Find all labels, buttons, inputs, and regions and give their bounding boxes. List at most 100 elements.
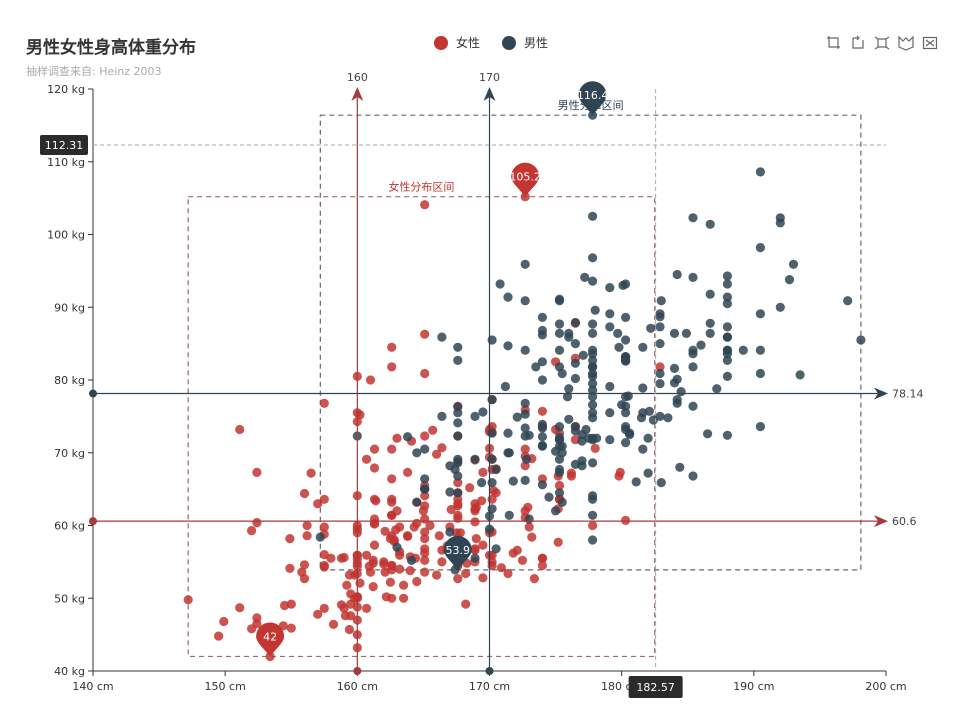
- data-point-female[interactable]: [286, 623, 296, 633]
- data-point-female[interactable]: [252, 613, 262, 623]
- data-point-male[interactable]: [420, 484, 430, 494]
- data-point-male[interactable]: [544, 492, 554, 502]
- data-point-male[interactable]: [588, 433, 598, 443]
- data-point-male[interactable]: [588, 345, 598, 355]
- data-point-male[interactable]: [478, 407, 488, 417]
- data-point-male[interactable]: [412, 448, 422, 458]
- data-point-male[interactable]: [656, 296, 666, 306]
- data-point-male[interactable]: [445, 487, 455, 497]
- data-point-male[interactable]: [503, 341, 513, 351]
- data-point-female[interactable]: [487, 560, 497, 571]
- data-point-female[interactable]: [285, 563, 295, 574]
- data-point-male[interactable]: [588, 253, 598, 263]
- data-point-female[interactable]: [252, 518, 262, 528]
- data-point-male[interactable]: [644, 406, 655, 416]
- data-point-male[interactable]: [520, 423, 530, 433]
- data-point-male[interactable]: [643, 468, 653, 478]
- data-point-female[interactable]: [302, 531, 312, 541]
- data-point-male[interactable]: [688, 272, 698, 282]
- data-point-male[interactable]: [638, 383, 648, 393]
- data-point-male[interactable]: [453, 431, 463, 441]
- data-point-female[interactable]: [437, 557, 447, 567]
- data-point-male[interactable]: [508, 476, 518, 486]
- data-point-female[interactable]: [403, 531, 413, 541]
- data-point-male[interactable]: [520, 431, 530, 441]
- data-point-male[interactable]: [621, 335, 631, 345]
- data-point-female[interactable]: [420, 368, 430, 379]
- data-point-female[interactable]: [313, 499, 323, 509]
- data-point-male[interactable]: [487, 454, 497, 464]
- data-point-male[interactable]: [605, 381, 615, 392]
- data-point-female[interactable]: [537, 553, 548, 563]
- data-point-female[interactable]: [387, 444, 397, 454]
- data-point-female[interactable]: [299, 560, 310, 570]
- data-point-male[interactable]: [688, 362, 698, 372]
- data-point-male[interactable]: [621, 424, 631, 435]
- data-point-male[interactable]: [843, 296, 853, 306]
- data-point-female[interactable]: [362, 454, 372, 464]
- data-point-female[interactable]: [299, 574, 310, 584]
- data-point-female[interactable]: [365, 375, 376, 385]
- data-point-male[interactable]: [722, 332, 733, 342]
- data-point-male[interactable]: [738, 345, 748, 355]
- data-point-female[interactable]: [487, 494, 497, 504]
- data-point-female[interactable]: [512, 545, 522, 555]
- data-point-female[interactable]: [342, 580, 352, 590]
- data-point-male[interactable]: [554, 467, 565, 477]
- data-point-female[interactable]: [344, 570, 354, 580]
- data-point-female[interactable]: [465, 483, 475, 493]
- data-point-female[interactable]: [420, 514, 430, 524]
- data-point-female[interactable]: [379, 559, 389, 569]
- data-point-female[interactable]: [537, 560, 548, 571]
- data-point-male[interactable]: [722, 322, 733, 332]
- data-point-male[interactable]: [663, 413, 673, 423]
- data-point-female[interactable]: [455, 528, 465, 538]
- data-point-female[interactable]: [520, 444, 530, 454]
- data-point-male[interactable]: [491, 464, 501, 475]
- data-point-male[interactable]: [655, 309, 665, 319]
- data-point-male[interactable]: [557, 497, 567, 507]
- data-point-female[interactable]: [285, 534, 295, 544]
- data-point-male[interactable]: [470, 411, 480, 421]
- data-point-male[interactable]: [406, 555, 417, 566]
- data-point-female[interactable]: [478, 573, 488, 583]
- data-point-male[interactable]: [453, 488, 463, 498]
- data-point-male[interactable]: [722, 371, 733, 381]
- data-point-male[interactable]: [784, 275, 795, 285]
- data-point-female[interactable]: [392, 433, 402, 443]
- data-point-female[interactable]: [420, 567, 430, 577]
- data-point-male[interactable]: [520, 259, 530, 269]
- data-point-female[interactable]: [420, 501, 430, 511]
- data-point-female[interactable]: [336, 553, 347, 563]
- data-point-female[interactable]: [183, 595, 193, 605]
- data-point-male[interactable]: [675, 462, 685, 472]
- data-point-male[interactable]: [788, 259, 799, 269]
- data-point-female[interactable]: [369, 444, 380, 454]
- data-point-male[interactable]: [392, 542, 402, 552]
- data-point-female[interactable]: [306, 468, 316, 478]
- data-point-male[interactable]: [605, 408, 615, 418]
- data-point-male[interactable]: [621, 279, 631, 289]
- data-point-male[interactable]: [470, 454, 480, 464]
- data-point-male[interactable]: [588, 319, 598, 329]
- data-point-male[interactable]: [676, 387, 686, 397]
- data-point-male[interactable]: [495, 279, 505, 289]
- data-point-male[interactable]: [688, 401, 698, 411]
- data-point-male[interactable]: [656, 478, 666, 488]
- data-point-female[interactable]: [265, 651, 275, 662]
- data-point-female[interactable]: [395, 564, 405, 574]
- mark-point-pin-male[interactable]: [443, 535, 472, 570]
- data-point-male[interactable]: [554, 454, 565, 464]
- data-point-female[interactable]: [420, 555, 430, 566]
- data-point-female[interactable]: [524, 522, 534, 532]
- data-point-male[interactable]: [672, 395, 682, 405]
- data-point-male[interactable]: [588, 211, 598, 221]
- data-point-female[interactable]: [553, 537, 563, 547]
- data-point-female[interactable]: [655, 362, 665, 372]
- data-point-female[interactable]: [362, 603, 372, 614]
- data-point-female[interactable]: [520, 192, 530, 202]
- data-point-male[interactable]: [537, 325, 548, 336]
- data-point-female[interactable]: [420, 329, 430, 339]
- data-point-female[interactable]: [453, 494, 463, 504]
- data-point-male[interactable]: [755, 368, 766, 379]
